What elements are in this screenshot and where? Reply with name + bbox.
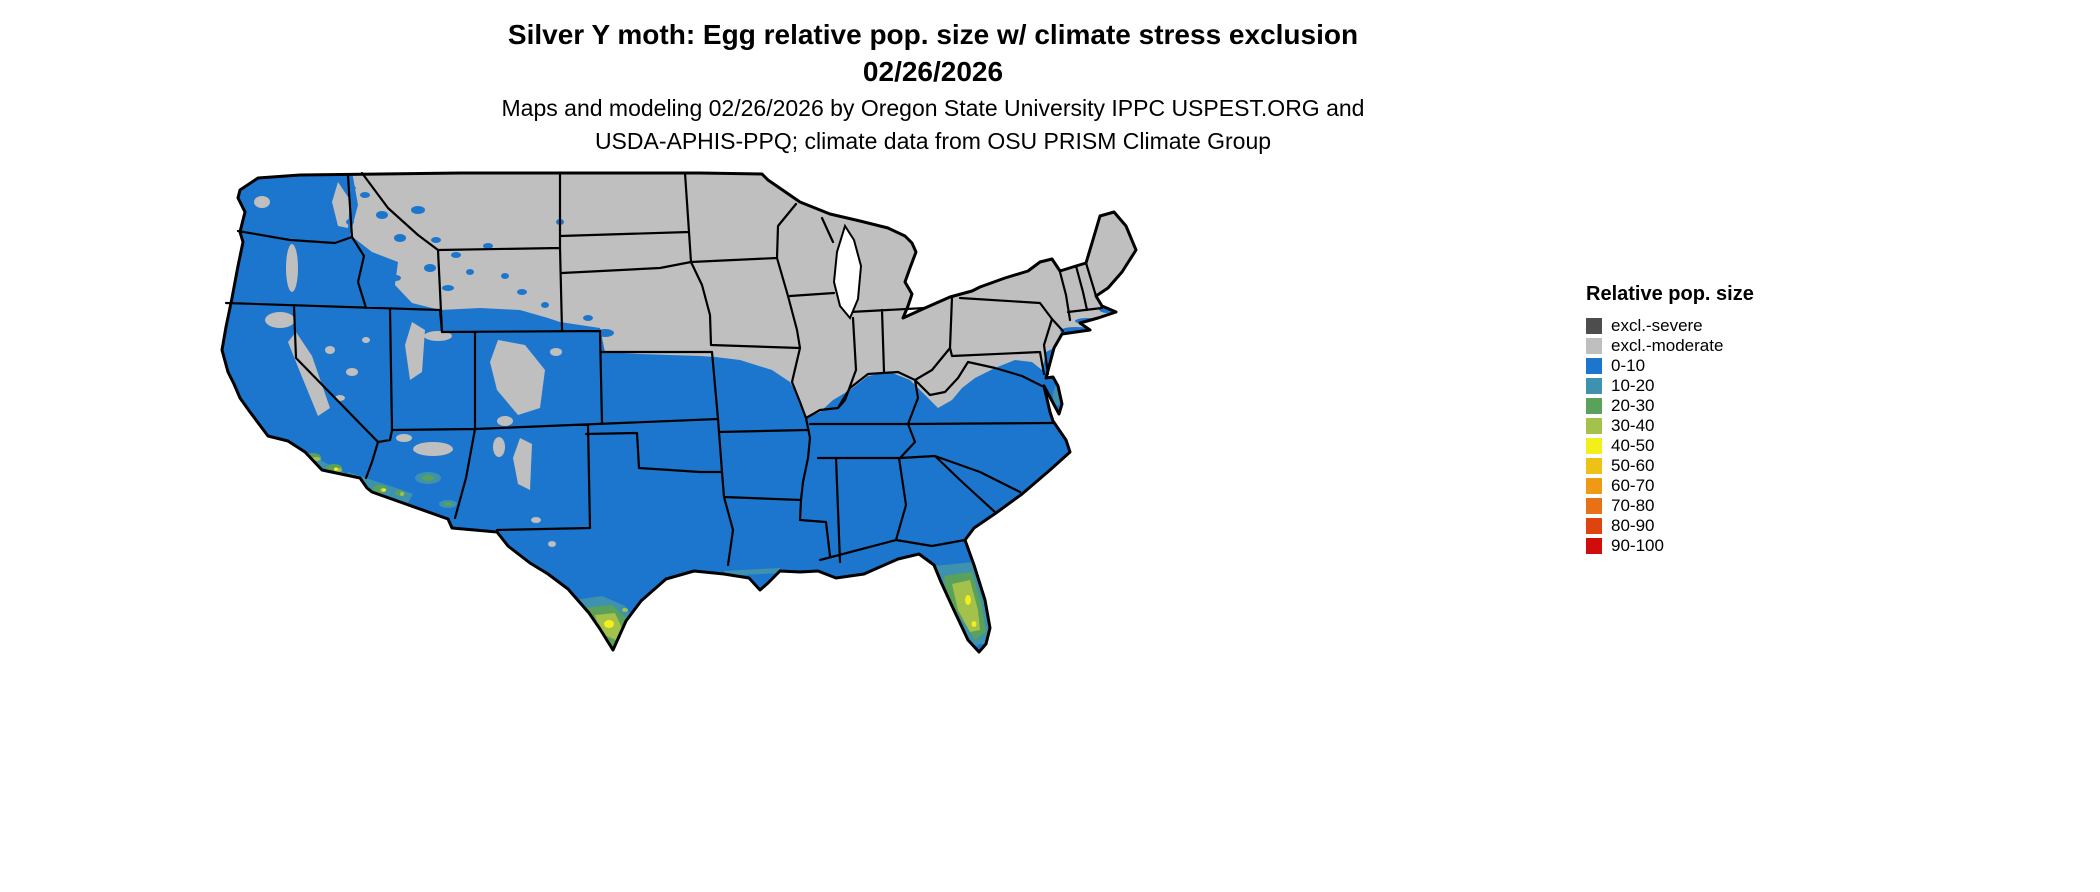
legend-item: 0-10 xyxy=(1586,356,1754,376)
legend-swatch xyxy=(1586,478,1602,494)
legend-swatch xyxy=(1586,538,1602,554)
legend-item: 10-20 xyxy=(1586,376,1754,396)
legend-item: 80-90 xyxy=(1586,516,1754,536)
legend-label: 10-20 xyxy=(1611,376,1655,395)
us-map xyxy=(218,162,1158,667)
legend-items: excl.-severe excl.-moderate 0-10 10-20 20-30… xyxy=(1586,316,1754,556)
legend-label: 70-80 xyxy=(1611,496,1655,515)
legend-label: 40-50 xyxy=(1611,436,1655,455)
legend-swatch xyxy=(1586,338,1602,354)
legend-swatch xyxy=(1586,398,1602,414)
map-excluded-region xyxy=(350,173,1136,418)
subtitle-line-1: Maps and modeling 02/26/2026 by Oregon S… xyxy=(501,95,1365,121)
legend-label: 60-70 xyxy=(1611,476,1655,495)
legend-item: excl.-severe xyxy=(1586,316,1754,336)
legend-swatch xyxy=(1586,358,1602,374)
legend-swatch xyxy=(1586,418,1602,434)
legend-item: 20-30 xyxy=(1586,396,1754,416)
legend-swatch xyxy=(1586,518,1602,534)
legend-item: excl.-moderate xyxy=(1586,336,1754,356)
title-line-2: 02/26/2026 xyxy=(862,56,1004,87)
legend-label: 80-90 xyxy=(1611,516,1655,535)
national-border xyxy=(220,171,1138,654)
legend-item: 70-80 xyxy=(1586,496,1754,516)
legend-swatch xyxy=(1586,458,1602,474)
legend-label: 50-60 xyxy=(1611,456,1655,475)
legend-swatch xyxy=(1586,378,1602,394)
legend-swatch xyxy=(1586,318,1602,334)
page-title: Silver Y moth: Egg relative pop. size w/… xyxy=(0,16,1866,90)
lake-michigan xyxy=(832,223,863,320)
legend-item: 60-70 xyxy=(1586,476,1754,496)
legend-label: 0-10 xyxy=(1611,356,1646,375)
mountain-exclusion-patches xyxy=(254,182,562,547)
page-subtitle: Maps and modeling 02/26/2026 by Oregon S… xyxy=(0,92,1866,158)
valley-suitable-speckles xyxy=(346,186,614,337)
legend-item: 90-100 xyxy=(1586,536,1754,556)
legend-label: excl.-severe xyxy=(1611,316,1703,335)
title-line-1: Silver Y moth: Egg relative pop. size w/… xyxy=(507,19,1359,50)
legend-item: 30-40 xyxy=(1586,416,1754,436)
legend-label: excl.-moderate xyxy=(1611,336,1724,355)
legend-item: 40-50 xyxy=(1586,436,1754,456)
state-borders xyxy=(224,171,1104,567)
legend-swatch xyxy=(1586,438,1602,454)
legend-label: 30-40 xyxy=(1611,416,1655,435)
legend-title: Relative pop. size xyxy=(1586,283,1754,305)
legend-label: 20-30 xyxy=(1611,396,1655,415)
legend-label: 90-100 xyxy=(1611,536,1664,555)
legend-swatch xyxy=(1586,498,1602,514)
legend: Relative pop. size excl.-severe excl.-mod… xyxy=(1586,283,1754,556)
us-map-svg xyxy=(220,171,1138,654)
subtitle-line-2: USDA-APHIS-PPQ; climate data from OSU PR… xyxy=(594,128,1272,154)
legend-item: 50-60 xyxy=(1586,456,1754,476)
